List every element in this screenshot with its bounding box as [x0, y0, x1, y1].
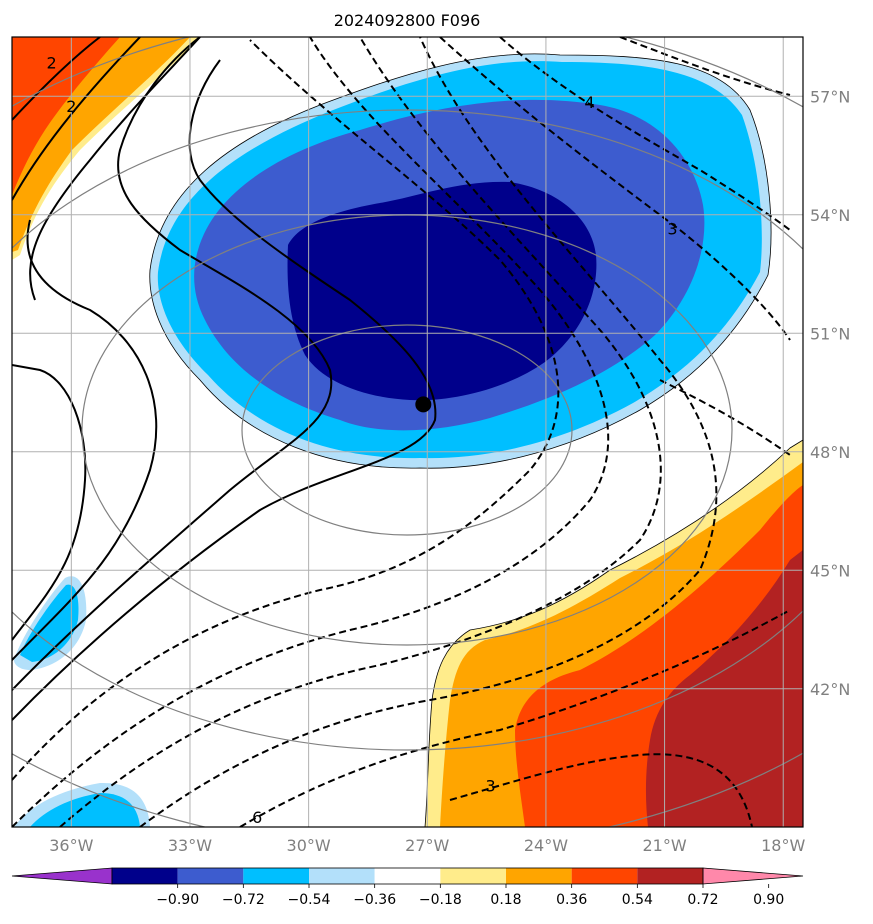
colorbar-tick-label-3: −0.36: [353, 892, 396, 908]
colorbar-tick-label-9: 0.90: [753, 892, 784, 908]
lon-label-0: 36°W: [49, 836, 93, 855]
colorbar-tick-label-2: −0.54: [288, 892, 331, 908]
colorbar-segment-8: [637, 868, 703, 884]
contour-label-3: 3: [667, 220, 677, 239]
solid-contour-3: [29, 37, 201, 301]
lat-label-1: 54°N: [810, 206, 850, 225]
colorbar-segment-2: [243, 868, 309, 884]
colorbar-segment-0: [112, 868, 178, 884]
nw-fill-red: [12, 37, 120, 195]
contour-label-5: 6: [252, 808, 262, 827]
latitude-tick-labels: 57°N 54°N 51°N 48°N 45°N 42°N: [810, 87, 850, 699]
solid-contour-1: [12, 37, 101, 121]
colorbar-segment-1: [177, 868, 244, 884]
storm-center-marker: [415, 396, 432, 413]
colorbar-segment-5: [440, 868, 506, 884]
lon-label-5: 21°W: [642, 836, 686, 855]
colorbar-segment-7: [571, 868, 638, 884]
longitude-tick-labels: 36°W 33°W 30°W 27°W 24°W 21°W 18°W: [49, 836, 805, 855]
small-negative-patches: [14, 576, 150, 827]
patch-southwest-inner: [30, 793, 140, 827]
colorbar-segment-3: [309, 868, 375, 884]
dashed-contour-3: [59, 37, 662, 827]
lon-label-6: 18°W: [761, 836, 805, 855]
dashed-contour-10: [659, 379, 791, 456]
contour-labels: 2 2 4 3 3 6: [46, 54, 677, 827]
lon-label-3: 27°W: [405, 836, 449, 855]
plot-area: 2 2 4 3 3 6: [12, 37, 803, 827]
colorbar-tick-label-5: 0.18: [490, 892, 521, 908]
dashed-contour-6: [449, 753, 753, 827]
colorbar-tick-label-7: 0.54: [622, 892, 653, 908]
contour-label-2: 4: [584, 93, 594, 112]
lon-label-4: 24°W: [524, 836, 568, 855]
dashed-contour-1: [12, 39, 560, 781]
lat-label-0: 57°N: [810, 87, 850, 106]
colorbar-segment-6: [506, 868, 572, 884]
solid-contours: [12, 37, 437, 721]
solid-contour-5: [12, 219, 158, 661]
solid-contour-4: [12, 364, 87, 641]
anomaly-outline: [149, 53, 772, 469]
positive-anomaly-northwest: [12, 37, 200, 260]
colorbar: −0.90 −0.72 −0.54 −0.36 −0.18 0.18 0.36 0.54 0.7…: [11, 867, 804, 908]
contour-label-4: 3: [485, 776, 495, 795]
anomaly-fill-dark-blue: [287, 181, 597, 401]
colorbar-extend-high: [702, 867, 804, 885]
ring-outer: [12, 109, 803, 751]
solid-contour-6: [12, 37, 333, 691]
contour-label-1: 2: [66, 97, 76, 116]
colorbar-frame: [111, 867, 704, 885]
map-title: 2024092800 F096: [334, 11, 481, 30]
colorbar-tick-label-4: −0.18: [419, 892, 462, 908]
lat-label-3: 48°N: [810, 443, 850, 462]
lon-label-2: 30°W: [287, 836, 331, 855]
solid-contour-7: [12, 59, 437, 721]
dashed-contour-5: [239, 609, 791, 827]
dashed-contours: [12, 37, 791, 827]
colorbar-segment-4: [374, 868, 441, 884]
lon-label-1: 33°W: [168, 836, 212, 855]
plot-frame: [11, 36, 804, 828]
colorbar-extend-low: [11, 867, 113, 885]
ring-inner: [241, 324, 573, 536]
colorbar-tick-label-8: 0.72: [687, 892, 718, 908]
graticule: [12, 37, 803, 827]
se-outline: [424, 439, 803, 827]
colorbar-tick-label-6: 0.36: [556, 892, 587, 908]
colorbar-tick-label-0: −0.90: [156, 892, 199, 908]
contour-label-0: 2: [46, 54, 56, 73]
lat-label-2: 51°N: [810, 324, 850, 343]
dashed-contour-4: [139, 37, 718, 827]
colorbar-tick-label-1: −0.72: [222, 892, 265, 908]
lat-label-4: 45°N: [810, 561, 850, 580]
solid-contour-2: [12, 37, 141, 201]
dashed-contour-2: [12, 37, 610, 827]
lat-label-5: 42°N: [810, 680, 850, 699]
